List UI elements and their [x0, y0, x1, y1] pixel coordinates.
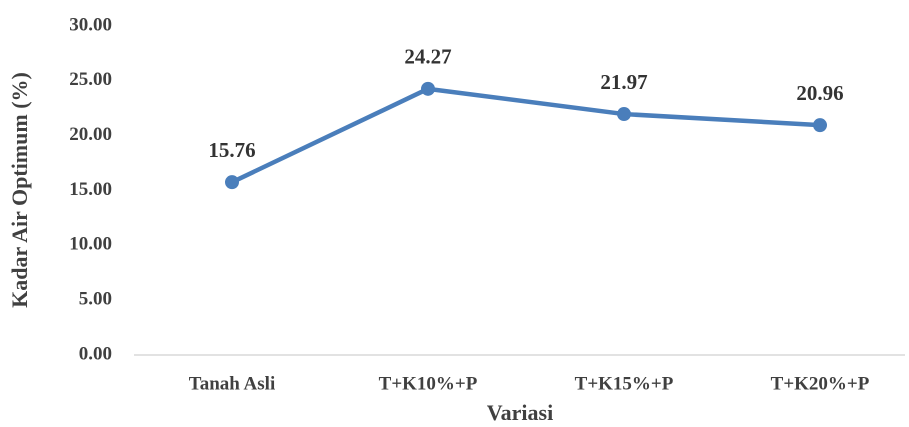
data-label: 24.27: [404, 45, 451, 69]
y-tick-label: 0.00: [79, 343, 112, 364]
y-axis-title: Kadar Air Optimum (%): [7, 72, 32, 308]
y-tick-label: 25.00: [69, 69, 112, 90]
y-tick-label: 30.00: [69, 14, 112, 35]
data-label: 21.97: [600, 70, 647, 94]
marker: [421, 81, 435, 96]
marker: [617, 107, 631, 122]
y-tick-label: 10.00: [69, 234, 112, 255]
x-tick-label: Tanah Asli: [189, 373, 275, 394]
y-tick-label: 15.00: [69, 179, 112, 200]
marker: [225, 175, 239, 190]
y-tick-label: 5.00: [79, 289, 112, 310]
x-axis-title: Variasi: [487, 400, 553, 425]
y-tick-label: 20.00: [69, 124, 112, 145]
line: [231, 86, 821, 185]
data-label: 15.76: [208, 138, 255, 162]
marker: [813, 118, 827, 133]
data-label: 20.96: [796, 81, 843, 105]
x-tick-label: T+K10%+P: [379, 373, 478, 394]
x-tick-label: T+K15%+P: [575, 373, 674, 394]
x-tick-label: T+K20%+P: [771, 373, 870, 394]
